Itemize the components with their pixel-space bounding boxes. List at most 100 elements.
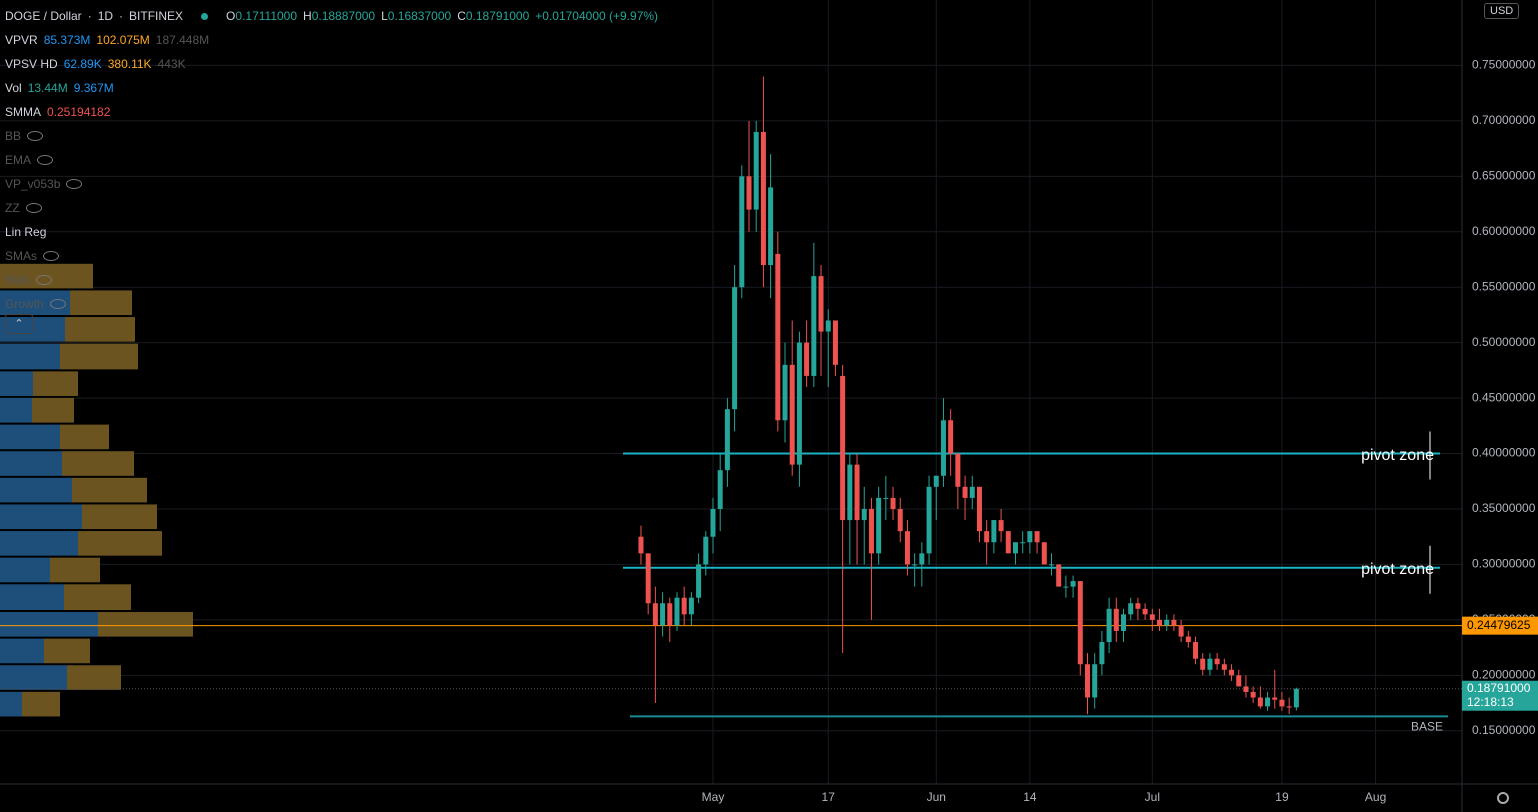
profile-up — [0, 531, 78, 556]
profile-down — [72, 477, 147, 503]
candle-body — [1128, 603, 1134, 615]
profile-down — [33, 371, 78, 396]
indicator-value: 9.367M — [73, 81, 114, 95]
indicator[interactable]: VPSV HD 62.89K 380.11K 443K — [5, 52, 658, 76]
ohlc-key: C — [457, 9, 466, 23]
candle-body — [897, 508, 903, 532]
indicator[interactable]: VPVR 85.373M 102.075M 187.448M — [5, 28, 658, 52]
change: +0.01704000 (+9.97%) — [535, 9, 659, 23]
last-price-box — [1462, 680, 1538, 711]
x-tick-label: 17 — [822, 790, 836, 804]
indicator-value: 0.25194182 — [47, 105, 111, 119]
y-tick-label: 0.20000000 — [1472, 667, 1536, 681]
indicator-name: Vol — [5, 81, 22, 95]
x-tick-label: Aug — [1365, 790, 1386, 804]
candle-body — [746, 176, 752, 210]
indicator-name: SMAs — [5, 249, 38, 263]
indicator[interactable]: 5MA — [5, 268, 658, 292]
candle-body — [1178, 625, 1184, 637]
candle-body — [789, 364, 795, 465]
candle-body — [696, 564, 702, 598]
candle-body — [1164, 619, 1170, 626]
candle-body — [1092, 664, 1098, 698]
candle-body — [811, 276, 817, 376]
candle-body — [1106, 608, 1112, 643]
profile-down — [62, 451, 134, 476]
y-tick-label: 0.30000000 — [1472, 557, 1536, 571]
indicator-name: Growth — [5, 297, 44, 311]
indicator-name: ZZ — [5, 201, 20, 215]
level-label: BASE — [1411, 720, 1443, 734]
candle-body — [804, 342, 810, 376]
candle-body — [832, 320, 838, 365]
indicator-name: BB — [5, 129, 22, 143]
indicator[interactable]: EMA — [5, 148, 658, 172]
candle-body — [674, 597, 680, 626]
indicator[interactable]: ZZ — [5, 196, 658, 220]
status-dot — [201, 12, 209, 20]
symbol-info: DOGE / Dollar — [5, 9, 82, 23]
legend: DOGE / Dollar · 1D · BITFINEX O0.17111000 H0.1… — [5, 4, 658, 316]
x-tick-label: 19 — [1275, 790, 1289, 804]
x-tick-label: Jul — [1145, 790, 1160, 804]
symbol-info: 1D — [97, 9, 114, 23]
profile-up — [0, 477, 72, 503]
profile-up — [0, 612, 98, 637]
eye-icon — [43, 251, 60, 261]
candle-body — [1020, 542, 1026, 544]
indicator[interactable]: Growth — [5, 292, 658, 316]
indicator-name: VPVR — [5, 33, 38, 47]
x-tick-label: Jun — [927, 790, 946, 804]
collapse-button[interactable]: ⌃ — [5, 314, 33, 334]
x-tick-label: 14 — [1023, 790, 1037, 804]
profile-down — [50, 557, 100, 583]
indicator-name: SMMA — [5, 105, 41, 119]
countdown: 12:18:13 — [1467, 695, 1514, 709]
candle-body — [1084, 664, 1090, 698]
candle-body — [1229, 669, 1235, 676]
ohlc: L0.16837000 — [381, 7, 451, 25]
candle-body — [1056, 564, 1062, 587]
candle-body — [667, 603, 673, 626]
candle-body — [1243, 686, 1249, 692]
indicator[interactable]: BB — [5, 124, 658, 148]
indicator[interactable]: Lin Reg — [5, 220, 658, 244]
profile-up — [0, 343, 60, 370]
y-tick-label: 0.35000000 — [1472, 501, 1536, 515]
candle-body — [883, 497, 889, 499]
candle-body — [1121, 614, 1127, 631]
candle-body — [638, 536, 644, 554]
candle-body — [962, 486, 968, 498]
candle-body — [840, 375, 846, 521]
indicator[interactable]: VP_v053b — [5, 172, 658, 196]
y-tick-label: 0.65000000 — [1472, 168, 1536, 182]
candle-body — [1286, 706, 1292, 708]
x-tick-label: May — [702, 790, 725, 804]
indicator[interactable]: SMAs — [5, 244, 658, 268]
currency-button[interactable]: USD — [1484, 3, 1520, 19]
candle-body — [739, 176, 745, 288]
candle-body — [1142, 608, 1148, 615]
y-tick-label: 0.70000000 — [1472, 113, 1536, 127]
profile-up — [0, 424, 60, 450]
candle-body — [1063, 586, 1069, 588]
candle-body — [724, 409, 730, 471]
ohlc-key: L — [381, 9, 388, 23]
candle-body — [1041, 542, 1047, 565]
candle-body — [732, 287, 738, 410]
indicator-value: 62.89K — [63, 57, 102, 71]
candle-body — [1135, 603, 1141, 609]
candle-body — [854, 464, 860, 521]
indicator[interactable]: Vol 13.44M 9.367M — [5, 76, 658, 100]
profile-up — [0, 557, 50, 583]
indicator[interactable]: SMMA 0.25194182 — [5, 100, 658, 124]
candle-body — [1279, 699, 1285, 707]
price-label-box — [1462, 616, 1538, 635]
indicator-name: 5MA — [5, 273, 30, 287]
profile-down — [32, 397, 74, 423]
candle-body — [868, 508, 874, 554]
candle-body — [1048, 564, 1054, 566]
eye-icon — [49, 299, 66, 309]
last-price-label: 0.18791000 — [1467, 681, 1531, 695]
